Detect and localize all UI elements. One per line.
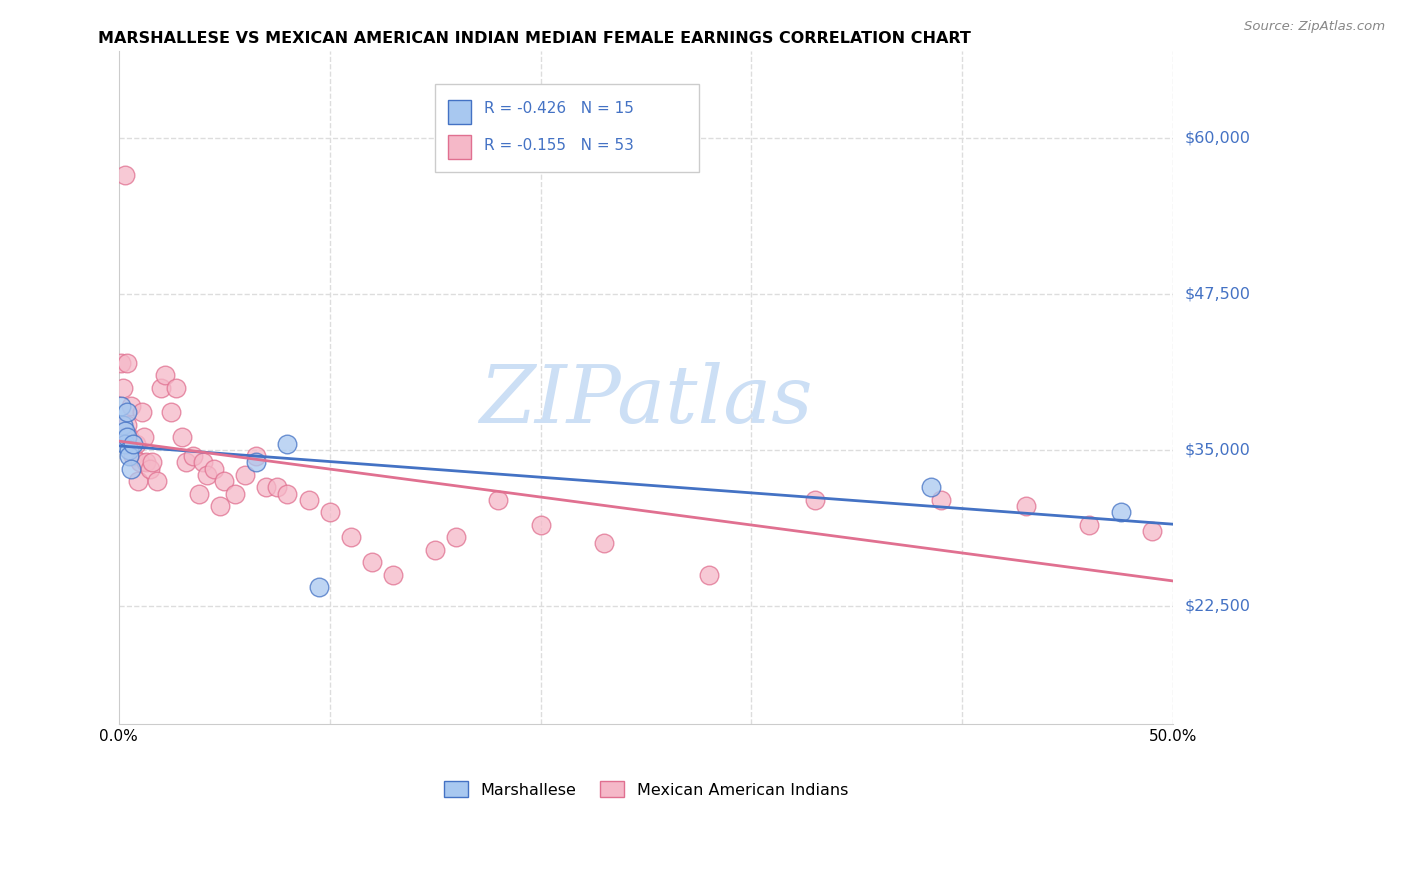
Point — [360, 555, 382, 569]
Point — [381, 567, 404, 582]
Point — [165, 380, 187, 394]
Text: $47,500: $47,500 — [1184, 286, 1250, 301]
Point — [124, 436, 146, 450]
Text: $22,500: $22,500 — [1184, 599, 1250, 614]
Point — [308, 580, 330, 594]
Point — [120, 461, 142, 475]
Point — [529, 517, 551, 532]
Point — [114, 169, 136, 183]
FancyBboxPatch shape — [447, 136, 471, 159]
Point — [128, 455, 150, 469]
Point — [114, 436, 136, 450]
Point — [191, 455, 214, 469]
Point — [114, 424, 136, 438]
Point — [115, 405, 138, 419]
Point — [141, 455, 163, 469]
Point — [592, 536, 614, 550]
Point — [276, 436, 298, 450]
Point — [115, 355, 138, 369]
Point — [111, 430, 134, 444]
Text: R = -0.426   N = 15: R = -0.426 N = 15 — [484, 102, 634, 116]
Point — [208, 499, 231, 513]
FancyBboxPatch shape — [434, 85, 699, 172]
Point — [423, 542, 446, 557]
Point — [1014, 499, 1036, 513]
Point — [170, 430, 193, 444]
Point — [110, 399, 132, 413]
Point — [118, 442, 141, 457]
Point — [339, 530, 361, 544]
Point — [266, 480, 288, 494]
Point — [245, 449, 267, 463]
Point — [1077, 517, 1099, 532]
Point — [115, 417, 138, 432]
Point — [132, 430, 155, 444]
Point — [245, 455, 267, 469]
FancyBboxPatch shape — [447, 101, 471, 124]
Point — [115, 430, 138, 444]
Point — [149, 380, 172, 394]
Point — [110, 355, 132, 369]
Point — [139, 461, 162, 475]
Text: $60,000: $60,000 — [1184, 130, 1250, 145]
Point — [195, 467, 218, 482]
Point — [145, 474, 167, 488]
Point — [1109, 505, 1132, 519]
Text: ZIPatlas: ZIPatlas — [479, 362, 813, 440]
Text: MARSHALLESE VS MEXICAN AMERICAN INDIAN MEDIAN FEMALE EARNINGS CORRELATION CHART: MARSHALLESE VS MEXICAN AMERICAN INDIAN M… — [98, 31, 972, 46]
Point — [153, 368, 176, 382]
Point — [297, 492, 319, 507]
Text: Source: ZipAtlas.com: Source: ZipAtlas.com — [1244, 20, 1385, 33]
Point — [120, 399, 142, 413]
Point — [131, 405, 153, 419]
Point — [697, 567, 720, 582]
Point — [187, 486, 209, 500]
Point — [202, 461, 225, 475]
Point — [929, 492, 952, 507]
Text: R = -0.155   N = 53: R = -0.155 N = 53 — [484, 138, 634, 153]
Text: $35,000: $35,000 — [1184, 442, 1250, 458]
Point — [111, 380, 134, 394]
Point — [803, 492, 825, 507]
Point — [181, 449, 204, 463]
Point — [920, 480, 942, 494]
Point — [254, 480, 277, 494]
Point — [118, 449, 141, 463]
Point — [444, 530, 467, 544]
Point — [127, 474, 149, 488]
Point — [224, 486, 246, 500]
Point — [233, 467, 256, 482]
Point — [486, 492, 509, 507]
Point — [174, 455, 197, 469]
Point — [160, 405, 183, 419]
Point — [276, 486, 298, 500]
Point — [111, 417, 134, 432]
Legend: Marshallese, Mexican American Indians: Marshallese, Mexican American Indians — [437, 774, 855, 804]
Point — [122, 436, 145, 450]
Point — [1140, 524, 1163, 538]
Point — [212, 474, 235, 488]
Point — [118, 430, 141, 444]
Point — [318, 505, 340, 519]
Point — [135, 455, 157, 469]
Point — [122, 449, 145, 463]
